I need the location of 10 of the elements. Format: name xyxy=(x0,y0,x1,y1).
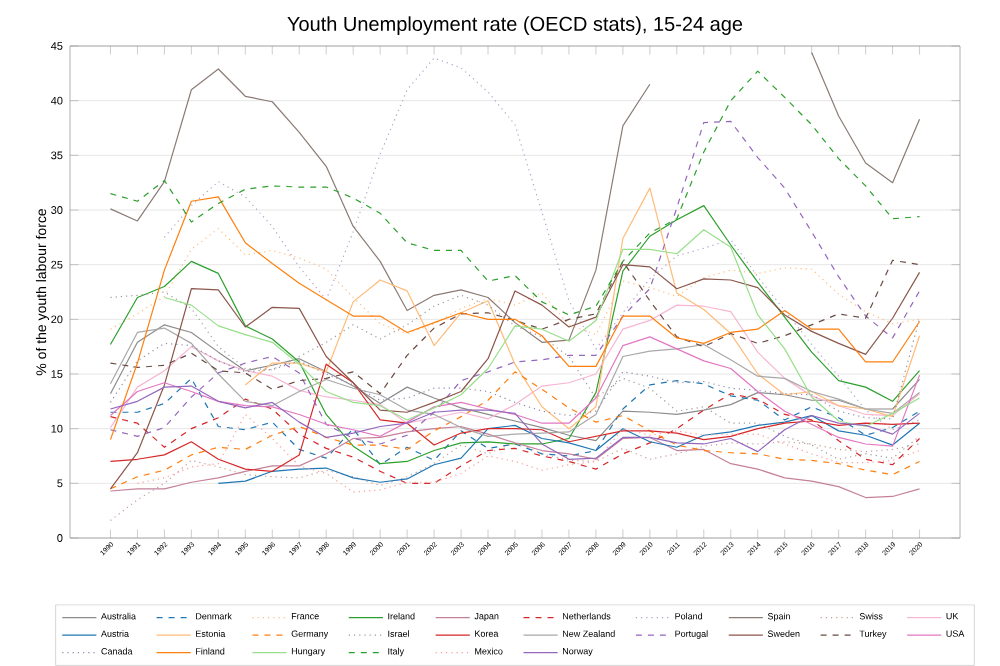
line-series xyxy=(163,57,921,431)
line-series xyxy=(109,264,921,490)
line-series xyxy=(109,291,921,460)
line-series xyxy=(109,317,921,420)
line-series xyxy=(163,229,921,428)
line-series xyxy=(109,425,921,499)
line-series xyxy=(109,304,921,429)
line-series xyxy=(109,441,921,522)
chart-title: Youth Unemployment rate (OECD stats), 15-24 age xyxy=(287,16,743,35)
line-series xyxy=(109,371,921,490)
